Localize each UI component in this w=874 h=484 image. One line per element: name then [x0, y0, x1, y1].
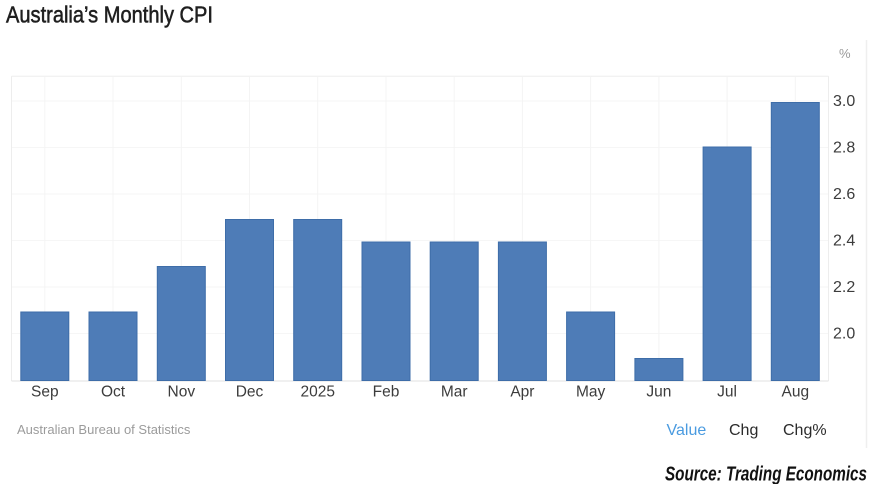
svg-text:Chg: Chg — [729, 422, 758, 439]
svg-text:Apr: Apr — [510, 383, 534, 400]
svg-text:Value: Value — [667, 422, 707, 439]
svg-text:2.0: 2.0 — [833, 326, 855, 343]
svg-text:Jun: Jun — [646, 383, 671, 400]
svg-text:2.4: 2.4 — [833, 233, 855, 250]
svg-text:2025: 2025 — [300, 383, 334, 400]
svg-text:Oct: Oct — [101, 383, 126, 400]
svg-text:Dec: Dec — [236, 383, 264, 400]
svg-text:Australia’s Monthly CPI: Australia’s Monthly CPI — [6, 2, 213, 28]
svg-text:2.6: 2.6 — [833, 186, 855, 203]
svg-text:Australian Bureau of Statistic: Australian Bureau of Statistics — [17, 422, 191, 437]
svg-text:2.8: 2.8 — [833, 140, 855, 157]
svg-text:2.2: 2.2 — [833, 279, 855, 296]
svg-text:Mar: Mar — [441, 383, 468, 400]
svg-text:%: % — [839, 46, 851, 61]
svg-text:Feb: Feb — [373, 383, 400, 400]
svg-text:3.0: 3.0 — [833, 93, 855, 110]
svg-text:May: May — [576, 383, 606, 400]
svg-text:Jul: Jul — [717, 383, 737, 400]
svg-text:Nov: Nov — [168, 383, 196, 400]
svg-text:Chg%: Chg% — [783, 422, 827, 439]
svg-text:Aug: Aug — [782, 383, 810, 400]
svg-text:Source: Trading Economics: Source: Trading Economics — [665, 464, 867, 484]
svg-text:Sep: Sep — [31, 383, 59, 400]
